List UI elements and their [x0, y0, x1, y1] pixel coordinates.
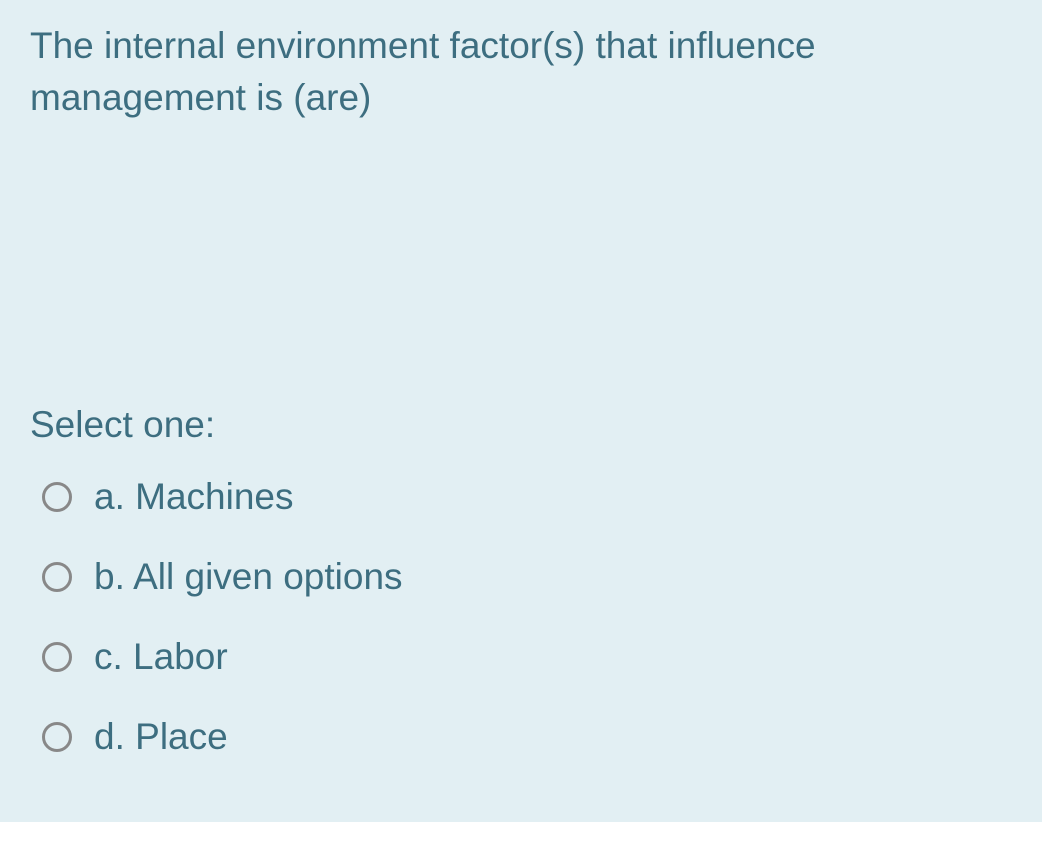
select-one-label: Select one: [30, 404, 1012, 446]
radio-button-c[interactable] [42, 642, 72, 672]
option-item-d[interactable]: d. Place [42, 716, 1012, 758]
options-list: a. Machines b. All given options c. Labo… [30, 476, 1012, 758]
option-item-a[interactable]: a. Machines [42, 476, 1012, 518]
radio-button-a[interactable] [42, 482, 72, 512]
option-label-b: b. All given options [94, 556, 403, 598]
option-item-c[interactable]: c. Labor [42, 636, 1012, 678]
option-label-a: a. Machines [94, 476, 294, 518]
question-text: The internal environment factor(s) that … [30, 20, 1012, 124]
question-container: The internal environment factor(s) that … [0, 0, 1042, 822]
option-label-c: c. Labor [94, 636, 228, 678]
option-label-d: d. Place [94, 716, 228, 758]
option-item-b[interactable]: b. All given options [42, 556, 1012, 598]
radio-button-b[interactable] [42, 562, 72, 592]
radio-button-d[interactable] [42, 722, 72, 752]
